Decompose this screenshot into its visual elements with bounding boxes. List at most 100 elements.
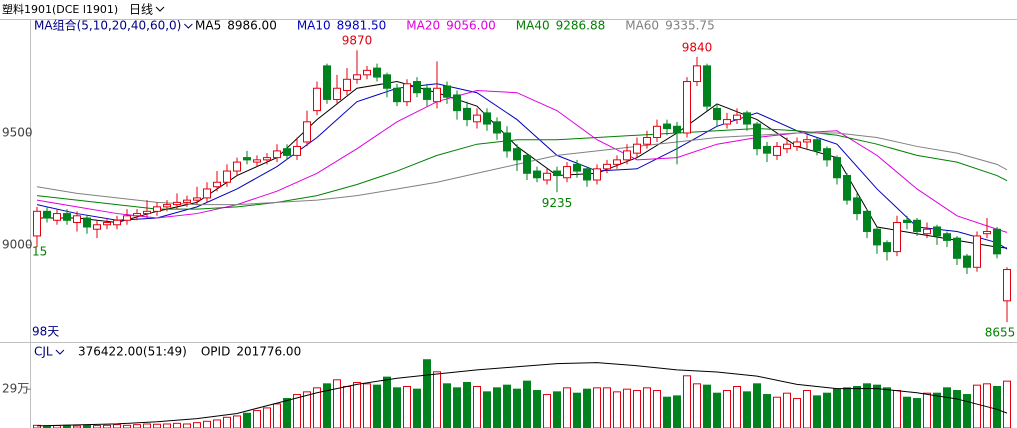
ma-line: [36, 128, 1008, 210]
candle-body: [323, 65, 331, 100]
candle-body: [823, 148, 831, 161]
volume-bar: [833, 388, 841, 428]
volume-bar: [573, 392, 581, 428]
volume-bar: [383, 376, 391, 428]
candle-body: [243, 157, 251, 161]
volume-bar: [613, 391, 621, 428]
candle-body: [633, 143, 641, 154]
candle-body: [43, 210, 51, 219]
volume-bar: [483, 391, 491, 428]
candle-body: [343, 78, 351, 91]
candle-body: [133, 213, 141, 217]
volume-bar: [793, 398, 801, 428]
volume-bar: [503, 384, 511, 428]
volume-bar: [953, 390, 961, 428]
volume-bar: [883, 387, 891, 428]
legend-value: 9056.00: [446, 19, 496, 33]
volume-bar: [803, 390, 811, 428]
volume-bar: [303, 391, 311, 428]
legend-value: 8981.50: [337, 19, 387, 33]
candle-body: [943, 233, 951, 241]
candle-body: [773, 145, 781, 156]
volume-bar: [413, 388, 421, 428]
volume-bar: [923, 392, 931, 428]
legend-value: 8986.00: [227, 19, 277, 33]
y-tick-label: 29万: [2, 382, 29, 396]
volume-bar: [133, 424, 141, 428]
candle-body: [683, 81, 691, 134]
candle-body: [893, 222, 901, 253]
candle-body: [263, 157, 271, 161]
candle-body: [643, 136, 651, 145]
ma-group-chevron[interactable]: [184, 23, 193, 29]
candle-body: [813, 139, 821, 152]
candle-body: [693, 65, 701, 83]
candle-body: [653, 125, 661, 138]
left-low-label: 15: [32, 245, 47, 259]
volume-current: 376422.00(51:49): [78, 345, 187, 359]
candle-body: [783, 143, 791, 150]
candle-body: [883, 242, 891, 253]
volume-bar: [583, 388, 591, 428]
candle-body: [673, 125, 681, 134]
volume-bar: [753, 383, 761, 428]
volume-bar: [643, 387, 651, 428]
candle-body: [233, 161, 241, 172]
volume-bar: [283, 398, 291, 428]
volume-bar: [543, 394, 551, 428]
candle-body: [913, 219, 921, 232]
candle-body: [63, 213, 71, 221]
volume-bar: [713, 392, 721, 428]
candle-body: [273, 150, 281, 159]
candle-body: [453, 94, 461, 112]
volume-bar: [533, 390, 541, 428]
candle-body: [193, 197, 201, 201]
candle-body: [843, 175, 851, 201]
candle-body: [73, 215, 81, 224]
legend-name: OPID: [201, 345, 230, 359]
volume-bar: [513, 388, 521, 428]
candle-body: [873, 228, 881, 246]
volume-bar: [523, 380, 531, 428]
ma-group-label[interactable]: MA组合(5,10,20,40,60,0): [34, 18, 181, 33]
candle-body: [583, 168, 591, 181]
volume-bar: [223, 416, 231, 428]
candle-body: [93, 224, 101, 230]
volume-bar: [553, 391, 561, 428]
volume-bar: [363, 383, 371, 428]
candle-body: [83, 217, 91, 228]
candle-body: [53, 213, 61, 221]
candle-body: [923, 228, 931, 235]
candle-body: [703, 65, 711, 107]
legend-name: MA10: [297, 19, 331, 33]
volume-bar: [73, 425, 81, 428]
legend-name: MA60: [625, 19, 659, 33]
volume-bar: [333, 379, 341, 428]
bars-count-label: 98天: [32, 325, 59, 339]
candle-body: [223, 170, 231, 183]
volume-name[interactable]: CJL: [34, 345, 53, 359]
candle-body: [713, 107, 721, 121]
candle-body: [213, 181, 221, 188]
period-chevron[interactable]: [155, 6, 165, 12]
candle-body: [253, 159, 261, 163]
candle-body: [733, 114, 741, 121]
volume-bar: [183, 423, 191, 428]
volume-bar: [373, 384, 381, 428]
candle-body: [103, 222, 111, 226]
volume-bar: [423, 359, 431, 428]
volume-bar: [903, 396, 911, 428]
volume-bar: [153, 423, 161, 428]
volume-bar: [913, 398, 921, 428]
candle-body: [203, 188, 211, 199]
candle-body: [663, 123, 671, 130]
ma-line: [36, 83, 1008, 250]
volume-bar: [1003, 380, 1011, 428]
chart-title: 塑料1901(DCE l1901): [2, 2, 118, 16]
candle-body: [183, 199, 191, 203]
volume-bar: [893, 390, 901, 428]
legend-value: 9286.88: [556, 19, 606, 33]
volume-chevron[interactable]: [55, 349, 65, 355]
volume-bar: [243, 412, 251, 428]
period-label[interactable]: 日线: [129, 3, 153, 17]
